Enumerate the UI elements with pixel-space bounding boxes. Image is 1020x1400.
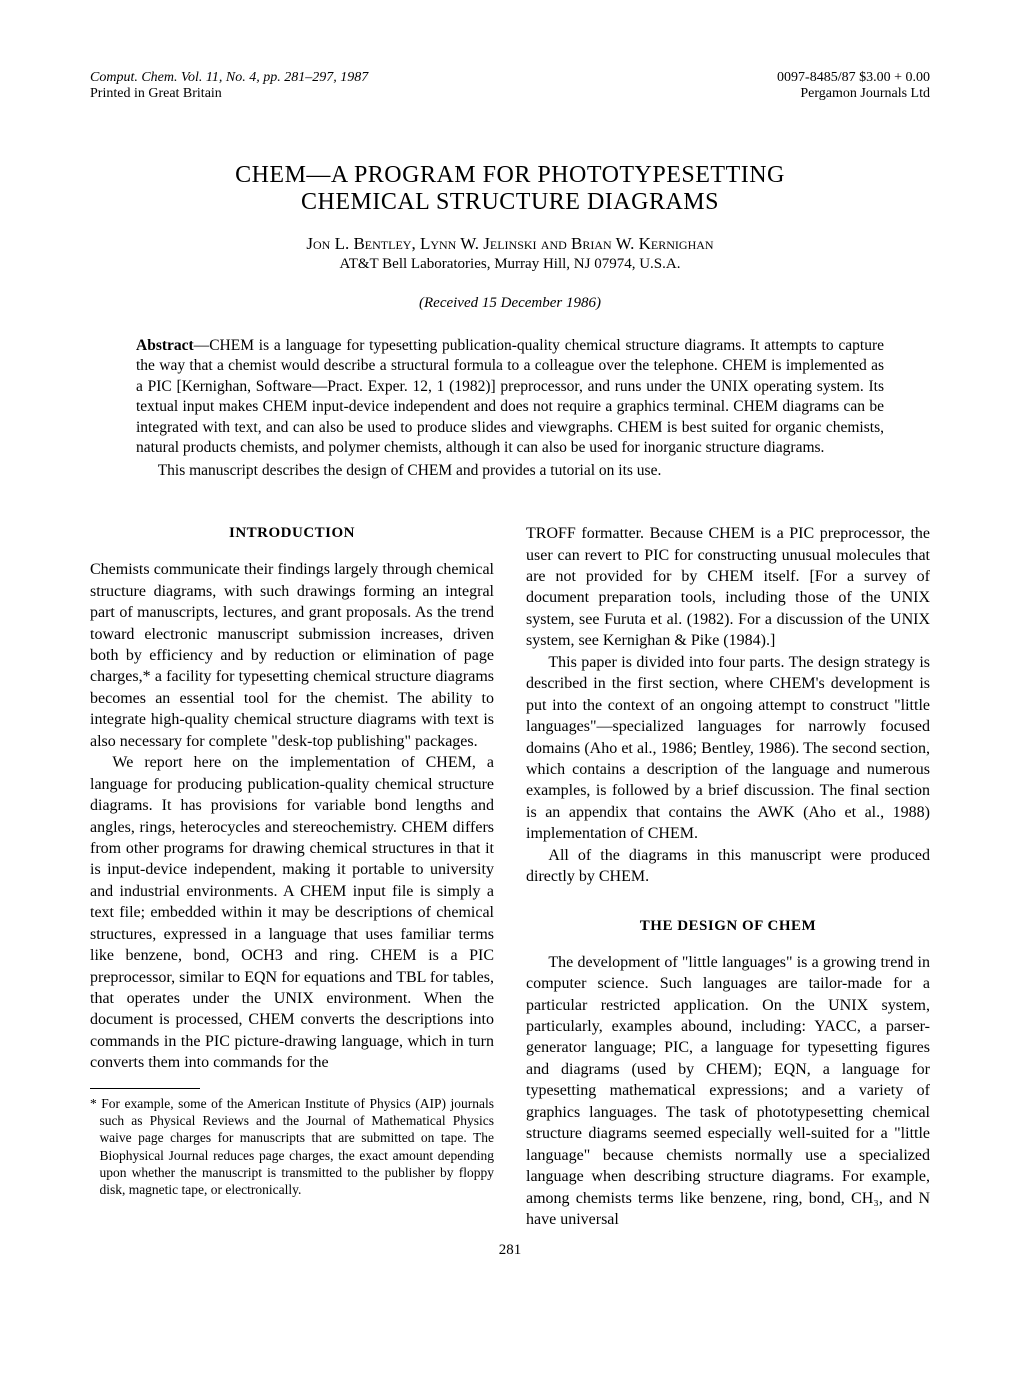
- page-container: Comput. Chem. Vol. 11, No. 4, pp. 281–29…: [0, 0, 1020, 1299]
- printed-line: Printed in Great Britain: [90, 86, 368, 102]
- authors: Jon L. Bentley, Lynn W. Jelinski and Bri…: [90, 234, 930, 254]
- abstract-tail: This manuscript describes the design of …: [136, 461, 884, 481]
- header-left: Comput. Chem. Vol. 11, No. 4, pp. 281–29…: [90, 70, 368, 102]
- design-heading: THE DESIGN OF CHEM: [526, 916, 930, 936]
- intro-paragraph-2: We report here on the implementation of …: [90, 752, 494, 1074]
- right-column: TROFF formatter. Because CHEM is a PIC p…: [526, 523, 930, 1230]
- running-header: Comput. Chem. Vol. 11, No. 4, pp. 281–29…: [90, 70, 930, 102]
- footnote-rule: [90, 1088, 200, 1089]
- journal-line: Comput. Chem. Vol. 11, No. 4, pp. 281–29…: [90, 70, 368, 85]
- introduction-heading: INTRODUCTION: [90, 523, 494, 543]
- right-paragraph-2: This paper is divided into four parts. T…: [526, 652, 930, 845]
- header-right: 0097-8485/87 $3.00 + 0.00 Pergamon Journ…: [777, 70, 930, 102]
- title-line-2: CHEMICAL STRUCTURE DIAGRAMS: [90, 189, 930, 216]
- abstract: Abstract—CHEM is a language for typesett…: [136, 336, 884, 481]
- issn-price: 0097-8485/87 $3.00 + 0.00: [777, 70, 930, 86]
- article-title: CHEM—A PROGRAM FOR PHOTOTYPESETTING CHEM…: [90, 162, 930, 216]
- abstract-label: Abstract: [136, 337, 194, 354]
- publisher: Pergamon Journals Ltd: [777, 86, 930, 102]
- right-paragraph-1: TROFF formatter. Because CHEM is a PIC p…: [526, 523, 930, 652]
- footnote: * For example, some of the American Inst…: [90, 1095, 494, 1199]
- abstract-body: —CHEM is a language for typesetting publ…: [136, 337, 884, 456]
- page-number: 281: [90, 1242, 930, 1259]
- affiliation: AT&T Bell Laboratories, Murray Hill, NJ …: [90, 256, 930, 273]
- intro-paragraph-1: Chemists communicate their findings larg…: [90, 559, 494, 752]
- left-column: INTRODUCTION Chemists communicate their …: [90, 523, 494, 1230]
- design-paragraph-1: The development of "little languages" is…: [526, 952, 930, 1231]
- two-column-body: INTRODUCTION Chemists communicate their …: [90, 523, 930, 1230]
- received-date: (Received 15 December 1986): [90, 295, 930, 312]
- right-paragraph-3: All of the diagrams in this manuscript w…: [526, 845, 930, 888]
- title-line-1: CHEM—A PROGRAM FOR PHOTOTYPESETTING: [90, 162, 930, 189]
